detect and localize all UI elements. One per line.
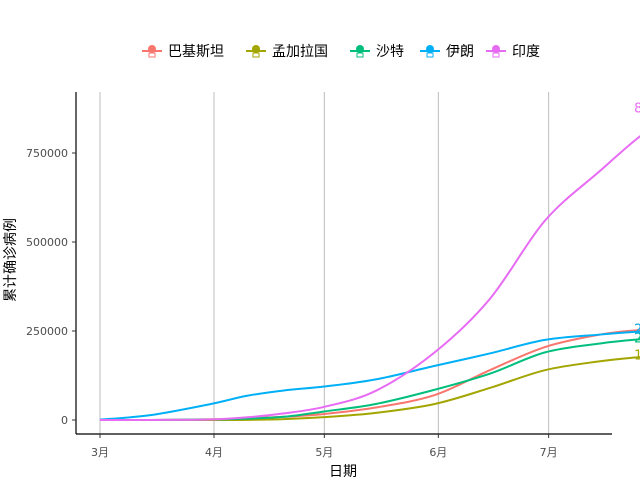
y-axis-title: 累计确诊病例 [3,218,19,302]
x-axis-title: 日期 [329,464,357,480]
y-tick-label-3: 750000 [26,147,68,160]
x-tick-label-4: 7月 [540,446,558,459]
legend-swatch-point-0 [148,45,156,53]
legend: 巴基斯坦 孟加拉国 沙特 伊朗 印度 [142,43,540,60]
legend-item-3: 伊朗 [420,44,474,60]
series-line-3 [99,330,640,421]
end-labels: 257303183795232259257303878254 [634,101,640,363]
y-tick-labels: 0 250000 500000 750000 [26,147,76,427]
end-label-2: 232259 [634,331,640,346]
legend-swatch-box-4 [492,52,500,58]
legend-label-3: 伊朗 [446,44,474,60]
x-tick-label-2: 5月 [315,446,333,459]
series-lines [99,135,640,422]
x-tick-label-0: 3月 [91,446,109,459]
x-tick-label-3: 6月 [429,446,447,459]
series-line-4 [99,135,640,422]
legend-label-4: 印度 [512,44,540,60]
legend-swatch-box-1 [252,52,260,58]
legend-label-1: 孟加拉国 [272,44,328,60]
y-tick-label-2: 500000 [26,236,68,249]
x-tick-label-1: 4月 [205,446,223,459]
legend-swatch-box-0 [148,52,156,58]
legend-swatch-point-3 [426,45,434,53]
axes [75,92,612,435]
legend-label-2: 沙特 [376,44,404,60]
legend-item-0: 巴基斯坦 [142,43,224,60]
legend-swatch-point-4 [492,45,500,53]
end-label-0: 257303 [634,323,640,338]
legend-item-4: 印度 [486,44,540,60]
legend-item-2: 沙特 [350,44,404,60]
end-label-1: 183795 [634,349,640,364]
legend-swatch-point-2 [356,45,364,53]
legend-swatch-box-3 [426,52,434,58]
legend-swatch-point-1 [252,45,260,53]
grid-lines [99,92,550,434]
y-tick-label-0: 0 [61,414,68,427]
end-label-3: 257303 [634,322,640,337]
legend-item-1: 孟加拉国 [246,44,328,60]
end-label-4: 878254 [634,101,640,116]
legend-label-0: 巴基斯坦 [168,43,224,60]
legend-swatch-box-2 [356,52,364,58]
x-tick-labels: 3月 4月 5月 6月 7月 [91,434,558,459]
y-tick-label-1: 250000 [26,325,68,338]
series-line-0 [99,329,640,422]
